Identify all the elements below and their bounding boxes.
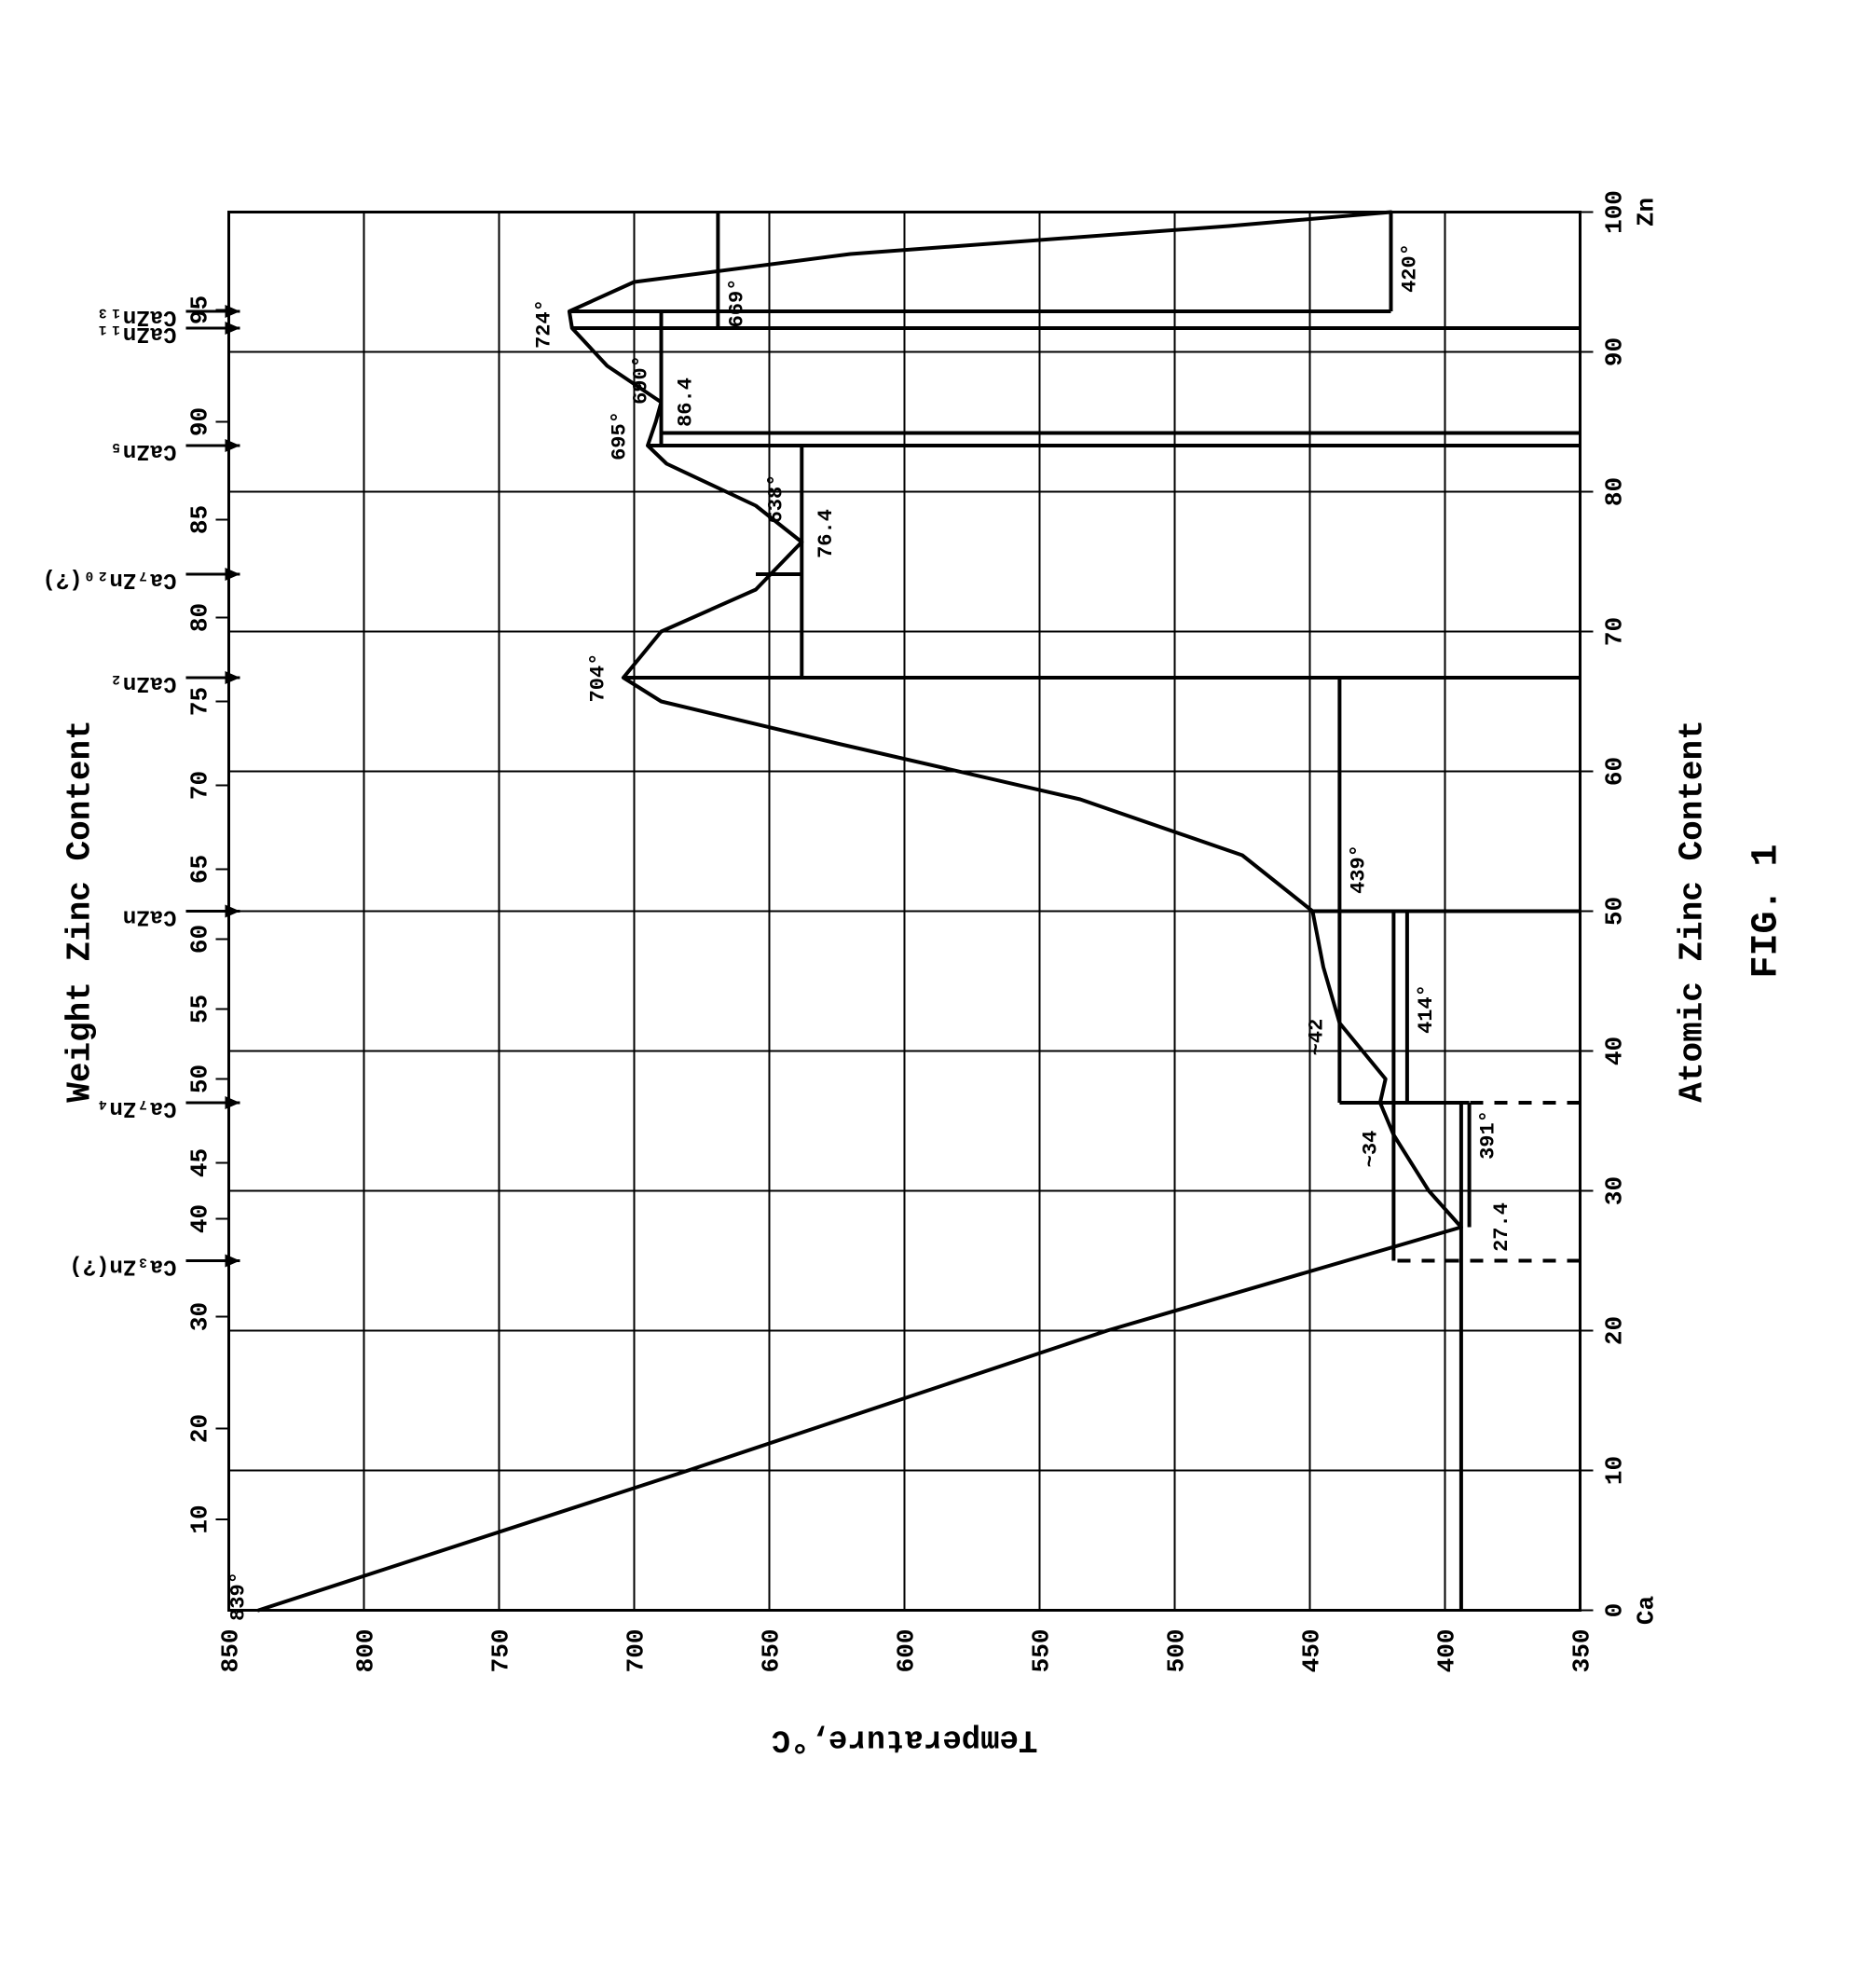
y-tick-label: 500 — [1163, 1629, 1191, 1673]
x-tick-label: 90 — [1601, 337, 1629, 366]
point-annotation: 669° — [725, 279, 748, 328]
compound-arrowhead — [226, 1096, 240, 1109]
point-annotation: 391° — [1477, 1110, 1500, 1160]
x-top-tick-label: 50 — [186, 1065, 214, 1093]
point-annotation: 439° — [1347, 845, 1370, 894]
y-tick-label: 650 — [758, 1629, 786, 1673]
compound-label: Ca₇Zn₂₀(?) — [42, 567, 176, 592]
x-top-tick-label: 85 — [186, 505, 214, 534]
x-top-tick-label: 60 — [186, 925, 214, 954]
compound-arrowhead — [226, 568, 240, 581]
point-annotation: 76.4 — [815, 509, 838, 558]
x-tick-label: 40 — [1601, 1037, 1629, 1065]
point-annotation: 690° — [630, 355, 653, 405]
x-tick-label: 30 — [1601, 1176, 1629, 1205]
x-tick-label: 20 — [1601, 1316, 1629, 1345]
x-tick-label: 100 — [1601, 190, 1629, 234]
y-tick-label: 350 — [1568, 1629, 1596, 1673]
x-top-tick-label: 90 — [186, 407, 214, 436]
compound-arrowhead — [226, 439, 240, 452]
x-top-tick-label: 10 — [186, 1504, 214, 1533]
y-tick-label: 600 — [893, 1629, 921, 1673]
point-annotation: 724° — [532, 299, 555, 349]
y-tick-label: 550 — [1028, 1629, 1056, 1673]
title-top: Weight Zinc Content — [62, 720, 100, 1102]
compound-arrowhead — [226, 1255, 240, 1268]
phase-diagram-svg: Weight Zinc Content Atomic Zinc Content FI… — [37, 37, 1839, 1941]
compound-label: CaZn₅ — [109, 438, 176, 463]
point-annotation: 86.4 — [674, 378, 697, 427]
point-annotation: 27.4 — [1490, 1202, 1513, 1252]
figure-label: FIG. 1 — [1746, 844, 1788, 978]
compound-label: Ca₃Zn(?) — [69, 1254, 176, 1279]
compound-label: Ca₇Zn₄ — [96, 1095, 176, 1120]
x-tick-label: 70 — [1601, 617, 1629, 646]
point-annotation: 839° — [227, 1572, 251, 1621]
y-axis-label: Temperature,°C — [772, 1722, 1038, 1757]
x-tick-label: 10 — [1601, 1456, 1629, 1485]
x-top-tick-label: 55 — [186, 995, 214, 1023]
x-top-tick-label: 30 — [186, 1302, 214, 1331]
x-tick-label: 50 — [1601, 897, 1629, 926]
compound-label: CaZn — [123, 904, 177, 929]
point-annotation: 414° — [1415, 984, 1438, 1034]
x-top-tick-label: 40 — [186, 1204, 214, 1233]
x-tick-label: 0 — [1601, 1603, 1629, 1618]
compound-label: CaZn₁₃ — [96, 304, 176, 329]
compound-arrowhead — [226, 671, 240, 684]
x-top-tick-label: 20 — [186, 1414, 214, 1443]
point-annotation: 695° — [609, 411, 632, 460]
point-annotation: 420° — [1399, 243, 1422, 293]
x-endpoint-right: Zn — [1633, 198, 1661, 227]
point-annotation: 704° — [586, 653, 609, 703]
point-annotation: ~42 — [1306, 1019, 1329, 1056]
y-tick-label: 400 — [1433, 1629, 1461, 1673]
title-bottom: Atomic Zinc Content — [1674, 720, 1712, 1102]
point-annotation: ~34 — [1360, 1131, 1383, 1168]
y-tick-label: 850 — [217, 1629, 245, 1673]
x-top-tick-label: 70 — [186, 771, 214, 800]
y-tick-label: 750 — [487, 1629, 515, 1673]
compound-arrowhead — [226, 905, 240, 918]
x-top-tick-label: 75 — [186, 687, 214, 716]
y-tick-label: 450 — [1298, 1629, 1326, 1673]
x-tick-label: 80 — [1601, 477, 1629, 506]
x-endpoint-left: Ca — [1633, 1596, 1661, 1625]
y-tick-label: 700 — [623, 1629, 650, 1673]
compound-arrowhead — [226, 305, 240, 318]
x-tick-label: 60 — [1601, 757, 1629, 786]
x-top-tick-label: 45 — [186, 1148, 214, 1177]
y-tick-label: 800 — [352, 1629, 380, 1673]
compound-arrowhead — [226, 322, 240, 335]
x-top-tick-label: 80 — [186, 603, 214, 632]
x-top-tick-label: 65 — [186, 855, 214, 884]
point-annotation: 638° — [765, 474, 788, 524]
page-container: Weight Zinc Content Atomic Zinc Content FI… — [37, 37, 1839, 1941]
compound-label: CaZn₂ — [109, 670, 176, 695]
